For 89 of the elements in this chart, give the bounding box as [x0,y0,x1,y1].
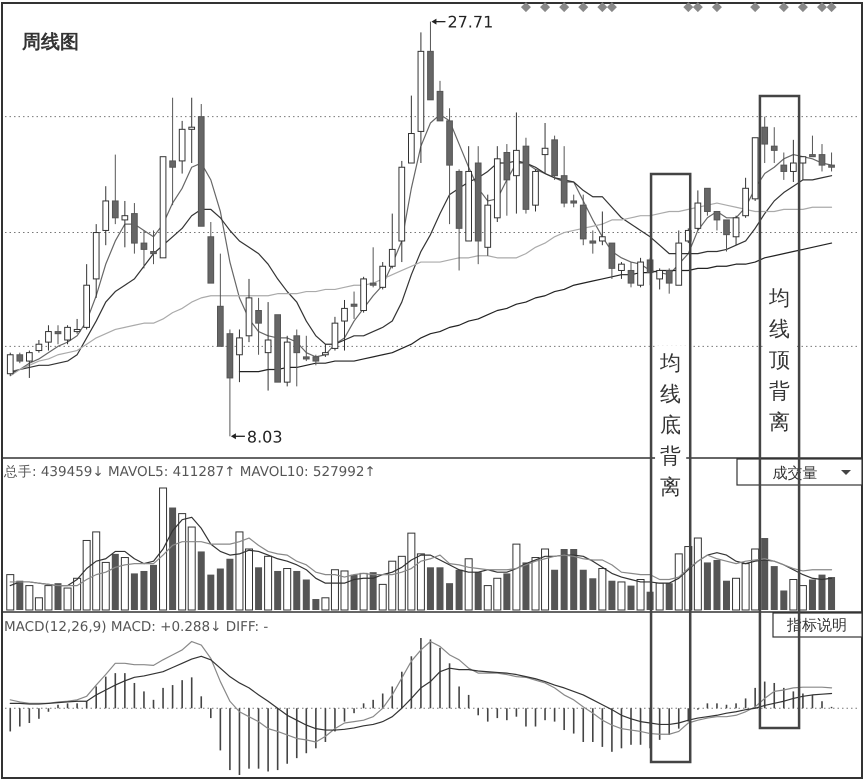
bar [226,558,234,610]
candlestick [54,324,62,345]
bar [704,562,711,610]
candlestick [714,210,720,231]
chart-title: MACD(12,26,9) MACD: +0.288↓ DIFF: - [4,619,268,635]
candlestick [599,210,606,246]
bar [436,567,444,610]
candlestick [704,188,711,216]
bar [169,508,176,610]
bar [112,554,119,610]
candlestick [732,215,740,246]
bar [628,586,635,610]
bar [456,570,463,610]
bar [808,580,816,610]
bar [302,580,310,610]
candlestick [140,230,148,269]
bar [350,574,358,610]
bar [589,578,596,610]
candlestick [723,219,730,252]
candlestick [790,139,797,182]
candlestick [818,144,826,172]
bar [780,590,788,610]
annotation: 27.71 [447,12,494,32]
bar [522,562,530,610]
text: 周线图 [21,31,79,53]
bar [580,570,587,610]
bar [503,573,510,610]
bar [255,567,262,610]
candlestick [570,194,578,208]
bar [140,570,148,610]
candlestick [618,262,625,280]
bar [474,572,482,610]
bar [551,570,558,610]
bar [312,599,320,610]
candlestick [656,268,663,290]
candlestick [780,152,788,180]
chart-title: 总手: 439459↓ MAVOL5: 411287↑ MAVOL10: 527992↑ [3,464,376,480]
bar [761,538,768,610]
candlestick [36,340,42,354]
candlestick [770,126,778,164]
bar [54,583,62,610]
annotation: 8.03 [246,427,283,446]
bar [216,568,224,610]
candlestick [379,262,386,290]
candlestick [112,154,119,225]
bar [666,583,673,610]
bar [818,574,826,610]
candlestick [74,318,80,334]
candlestick [302,335,310,362]
candlestick [809,135,816,158]
candlestick [264,302,272,392]
candlestick [388,213,396,269]
candlestick [236,328,243,383]
bar [608,580,616,610]
candlestick [45,324,52,352]
candlestick [16,352,24,364]
annotation: 均线底背离 [659,351,682,499]
candlestick [322,344,329,358]
bar [713,560,720,610]
bar [16,580,24,610]
candlestick [637,257,644,288]
bar [293,570,300,610]
bar [130,573,138,610]
candlestick [64,324,71,345]
candlestick [761,116,768,164]
bar [570,549,578,610]
candlestick [350,291,358,320]
bar [426,567,434,610]
bar [274,570,282,610]
bar [446,583,454,610]
candlestick [312,354,320,366]
bar [560,549,568,610]
candlestick [188,97,196,164]
candlestick [122,200,128,248]
candlestick [150,230,157,265]
bar [150,564,158,610]
candlestick [589,230,596,254]
candlestick [341,299,348,352]
bar [770,566,778,610]
bar [370,572,377,610]
annotation: 均线顶背离 [768,286,790,434]
bar [198,551,205,610]
bar [723,580,730,610]
candlestick [666,268,673,294]
bar [207,574,214,610]
bar [828,577,836,610]
candlestick [255,297,262,356]
candlestick [628,262,634,288]
candlestick [370,246,376,288]
